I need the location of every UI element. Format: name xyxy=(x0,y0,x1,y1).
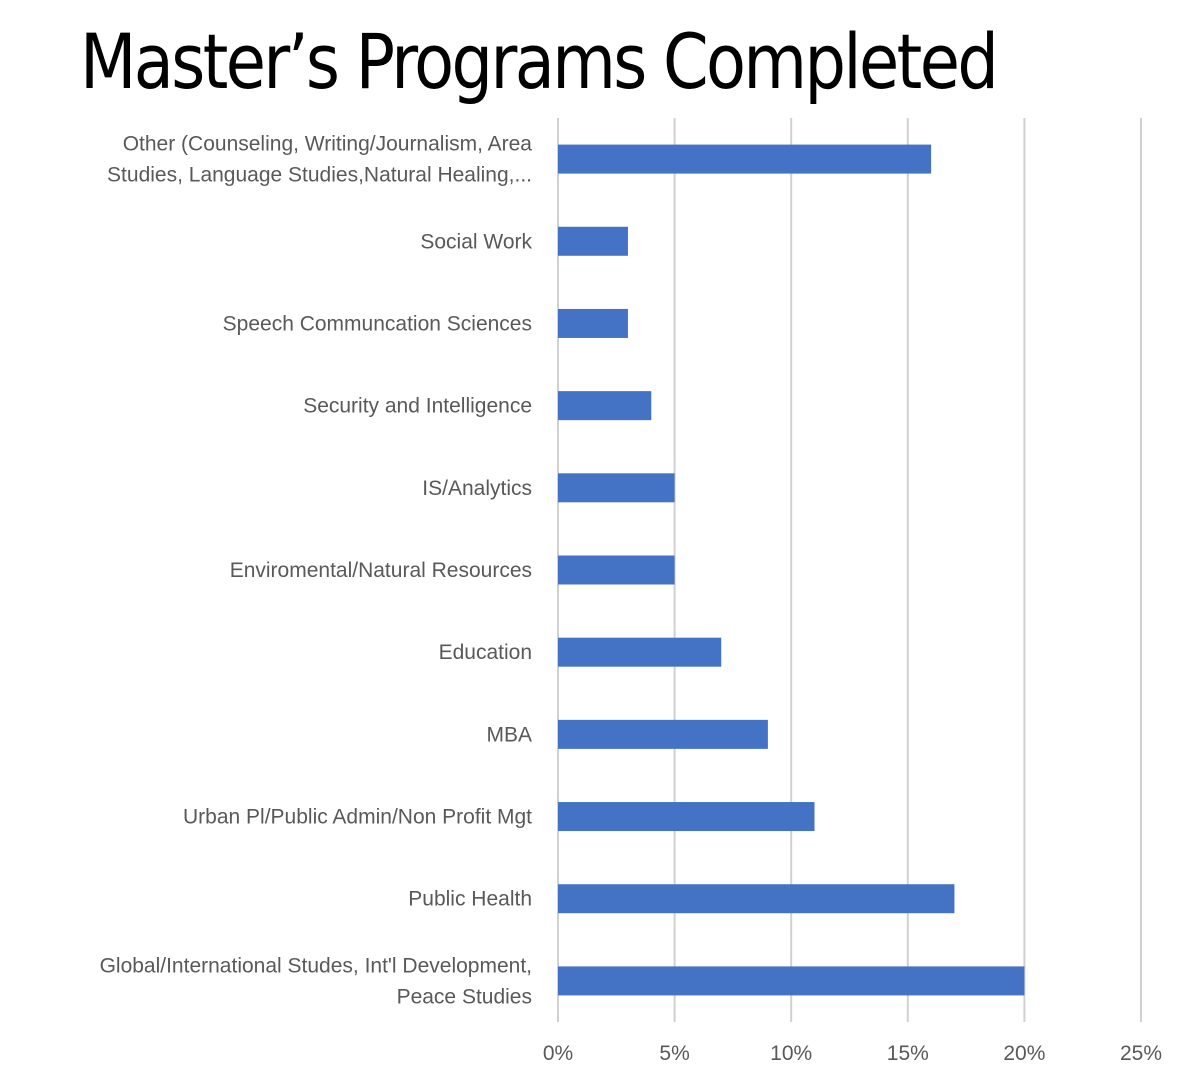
bar xyxy=(558,144,932,174)
category-labels: Other (Counseling, Writing/Journalism, A… xyxy=(100,133,533,1009)
bar xyxy=(558,719,768,749)
category-label: Studies, Language Studies,Natural Healin… xyxy=(107,164,532,187)
bar xyxy=(558,637,722,667)
category-label: Enviromental/Natural Resources xyxy=(230,559,532,582)
category-label: Social Work xyxy=(420,230,532,253)
category-label: Public Health xyxy=(408,888,532,911)
bar xyxy=(558,308,628,338)
x-tick-label: 20% xyxy=(1003,1042,1045,1065)
category-label: Peace Studies xyxy=(397,985,532,1008)
category-label: MBA xyxy=(486,723,532,746)
x-tick-label: 25% xyxy=(1120,1042,1162,1065)
category-label: Other (Counseling, Writing/Journalism, A… xyxy=(123,133,533,156)
x-tick-label: 0% xyxy=(543,1042,573,1065)
bar xyxy=(558,473,675,503)
bar xyxy=(558,391,652,421)
bar xyxy=(558,555,675,585)
category-label: Education xyxy=(439,641,532,664)
category-label: Speech Communcation Sciences xyxy=(223,312,532,335)
bars xyxy=(558,144,1025,996)
category-label: Urban Pl/Public Admin/Non Profit Mgt xyxy=(183,806,532,829)
chart-title: Master’s Programs Completed xyxy=(80,17,999,106)
bar xyxy=(558,802,815,832)
x-tick-label: 15% xyxy=(887,1042,929,1065)
bar xyxy=(558,884,955,914)
bar xyxy=(558,966,1025,996)
category-label: Global/International Studes, Int'l Devel… xyxy=(100,954,532,977)
x-tick-label: 10% xyxy=(770,1042,812,1065)
x-tick-label: 5% xyxy=(659,1042,689,1065)
category-label: IS/Analytics xyxy=(422,477,532,500)
category-label: Security and Intelligence xyxy=(303,395,532,418)
bar xyxy=(558,226,628,256)
x-axis-tick-labels: 0% 5% 10% 15% 20% 25% xyxy=(543,1042,1162,1065)
